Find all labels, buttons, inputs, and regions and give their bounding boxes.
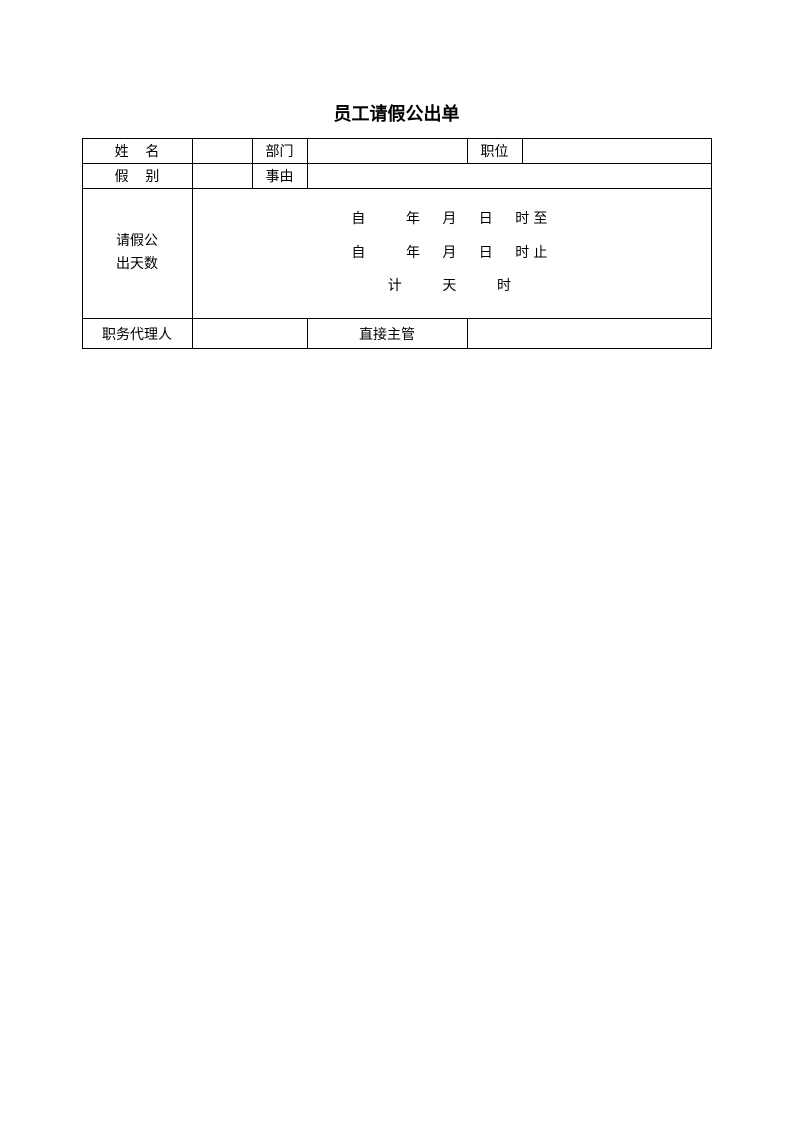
row-3: 请假公出天数 自 年 月 日 时至 自 年 月 日 时止 计 天 时 (82, 189, 711, 319)
label-proxy: 职务代理人 (82, 319, 192, 349)
row-4: 职务代理人 直接主管 (82, 319, 711, 349)
label-position: 职位 (467, 139, 522, 164)
label-leave-type: 假别 (82, 164, 192, 189)
label-supervisor: 直接主管 (307, 319, 467, 349)
row-1: 姓名 部门 职位 (82, 139, 711, 164)
label-department: 部门 (252, 139, 307, 164)
value-proxy (192, 319, 307, 349)
label-name: 姓名 (82, 139, 192, 164)
form-title: 员工请假公出单 (82, 100, 712, 126)
date-to-line: 自 年 月 日 时止 (197, 237, 707, 271)
date-total-line: 计 天 时 (197, 270, 707, 304)
value-name (192, 139, 252, 164)
date-from-line: 自 年 月 日 时至 (197, 203, 707, 237)
label-reason: 事由 (252, 164, 307, 189)
leave-days-content: 自 年 月 日 时至 自 年 月 日 时止 计 天 时 (192, 189, 711, 319)
row-2: 假别 事由 (82, 164, 711, 189)
value-leave-type (192, 164, 252, 189)
value-department (307, 139, 467, 164)
leave-form-table: 姓名 部门 职位 假别 事由 请假公出天数 自 年 月 日 时至 自 年 月 日… (82, 138, 712, 349)
label-leave-days: 请假公出天数 (82, 189, 192, 319)
value-supervisor (467, 319, 711, 349)
value-position (522, 139, 711, 164)
form-container: 员工请假公出单 姓名 部门 职位 假别 事由 请假公出天数 自 年 月 日 时至… (82, 100, 712, 349)
value-reason (307, 164, 711, 189)
